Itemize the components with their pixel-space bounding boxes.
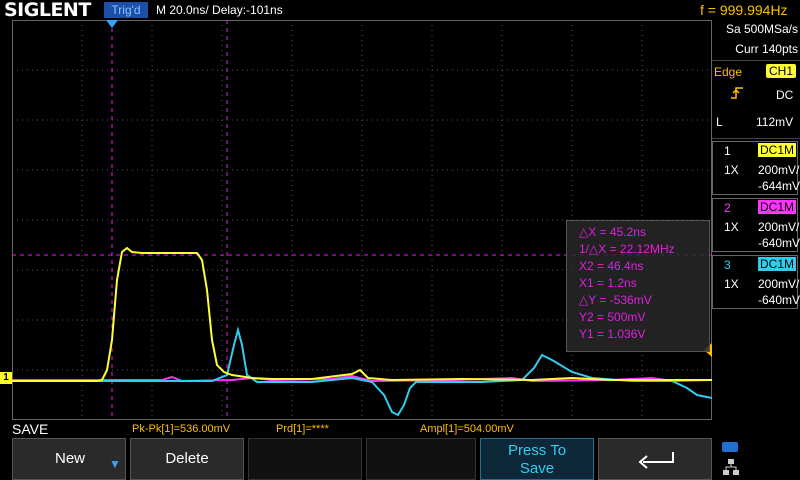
timebase-readout[interactable]: M 20.0ns/ Delay:-101ns [156,3,283,17]
ch1-scale: 200mV/ [758,163,800,177]
ch3-coupling: DC1M [758,257,797,271]
frequency-counter: f = 999.994Hz [700,2,788,18]
press-to-save-line1: Press To [507,442,567,459]
ch2-number: 2 [724,201,731,215]
cursor-readout-panel: △X = 45.2ns 1/△X = 22.12MHz X2 = 46.4ns … [566,220,710,352]
ch3-offset: -640mV [758,293,800,307]
rising-edge-icon [730,86,744,103]
arrow-down-icon: ▼ [109,457,121,471]
new-label: New [55,450,86,467]
memory-depth: Curr 140pts [735,42,798,56]
ch1-number: 1 [724,144,731,158]
battery-icon [722,442,738,452]
trigger-position-marker[interactable] [106,20,118,28]
ch2-probe: 1X [724,220,739,234]
channel-1-panel[interactable] [712,141,798,195]
menu-title: SAVE [12,421,49,437]
ch3-probe: 1X [724,277,739,291]
channel-2-panel[interactable] [712,198,798,252]
ch3-number: 3 [724,258,731,272]
ch1-ground-marker[interactable]: 1 [0,372,12,384]
top-status-bar [0,0,800,20]
trigger-source-badge[interactable]: CH1 [766,64,797,78]
ch1-probe: 1X [724,163,739,177]
ch3-scale: 200mV/ [758,277,800,291]
trigger-level-value[interactable]: 112mV [756,115,794,129]
ch2-scale: 200mV/ [758,220,800,234]
return-arrow-icon [638,452,674,469]
ch1-coupling: DC1M [758,143,797,157]
press-to-save-softkey[interactable]: Press To Save [480,438,594,480]
ch2-coupling: DC1M [758,200,797,214]
cursor-delta-y: △Y = -536mV [579,293,652,307]
divider [712,60,800,61]
ch2-offset: -640mV [758,236,800,250]
sample-rate: Sa 500MSa/s [725,22,798,36]
brand-logo: SIGLENT [4,0,91,21]
delete-label: Delete [165,450,209,467]
trigger-status-badge[interactable]: Trig'd [104,2,148,18]
network-icon [723,459,739,475]
new-softkey[interactable]: New ▼ [12,438,126,480]
measurement-pkpk: Pk-Pk[1]=536.00mV [132,423,231,435]
measurement-amplitude: Ampl[1]=504.00mV [420,423,514,435]
trigger-coupling[interactable]: DC [776,88,794,102]
cursor-x2: X2 = 46.4ns [579,259,644,273]
measurement-period: Prd[1]=**** [276,423,329,435]
press-to-save-line2: Save [519,460,555,477]
ch1-trace [12,246,712,382]
trigger-type[interactable]: Edge [714,65,743,79]
delete-softkey[interactable]: Delete [130,438,244,480]
divider [712,138,800,139]
trigger-level-label: L [716,115,723,129]
cursor-y2: Y2 = 500mV [579,310,646,324]
empty-softkey-3[interactable] [248,438,362,480]
cursor-inverse-delta-x: 1/△X = 22.12MHz [579,242,675,256]
cursor-delta-x: △X = 45.2ns [579,225,646,239]
ch1-offset: -644mV [758,179,800,193]
grid-border [12,20,712,420]
right-info-panel [712,20,800,420]
return-softkey[interactable] [598,438,712,480]
cursor-y1: Y1 = 1.036V [579,327,646,341]
channel-3-panel[interactable] [712,255,798,309]
empty-softkey-4[interactable] [366,438,476,480]
cursor-x1: X1 = 1.2ns [579,276,637,290]
